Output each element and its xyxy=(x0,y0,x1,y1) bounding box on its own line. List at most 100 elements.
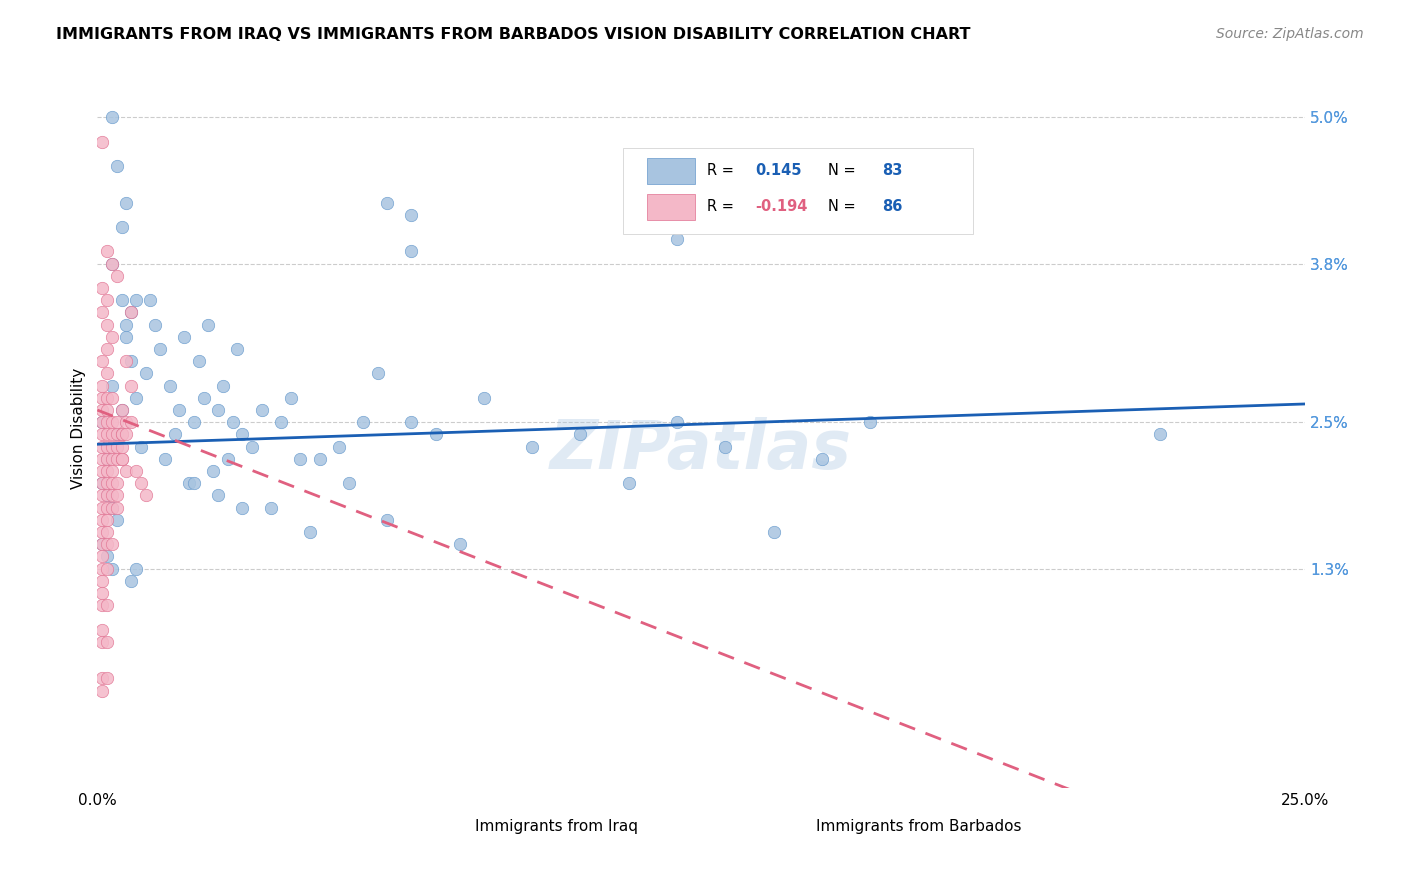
Point xyxy=(401,415,423,429)
Point xyxy=(105,500,128,515)
Point xyxy=(91,683,114,698)
Point xyxy=(91,403,114,417)
Point xyxy=(91,305,114,319)
Point xyxy=(96,318,118,332)
Text: 86: 86 xyxy=(883,199,903,214)
Point xyxy=(91,415,114,429)
Point xyxy=(207,403,229,417)
Point xyxy=(367,367,389,381)
Point xyxy=(202,464,225,478)
Point xyxy=(115,464,138,478)
Point xyxy=(105,513,128,527)
Point xyxy=(110,451,132,466)
Point xyxy=(193,391,215,405)
Point xyxy=(125,293,148,308)
Text: Immigrants from Barbados: Immigrants from Barbados xyxy=(815,820,1021,834)
Point xyxy=(179,476,201,491)
Point xyxy=(96,367,118,381)
Point xyxy=(91,537,114,551)
Point xyxy=(129,476,152,491)
Point xyxy=(449,537,471,551)
Point xyxy=(91,549,114,564)
Point xyxy=(352,415,374,429)
Point xyxy=(139,293,162,308)
Point xyxy=(96,293,118,308)
Point xyxy=(101,427,124,442)
Point xyxy=(101,500,124,515)
Point xyxy=(135,367,157,381)
Point xyxy=(91,599,114,613)
Point xyxy=(96,488,118,502)
Point xyxy=(250,403,273,417)
Point xyxy=(105,488,128,502)
Point xyxy=(105,415,128,429)
Text: R =: R = xyxy=(707,163,734,178)
Point xyxy=(110,220,132,235)
Point xyxy=(91,635,114,649)
Point xyxy=(375,513,398,527)
Point xyxy=(110,451,132,466)
Point xyxy=(110,403,132,417)
Point xyxy=(96,440,118,454)
Point xyxy=(96,549,118,564)
Point xyxy=(91,561,114,575)
Point xyxy=(401,244,423,259)
Point xyxy=(762,524,785,539)
Point xyxy=(125,464,148,478)
Point xyxy=(129,440,152,454)
Point xyxy=(91,354,114,368)
Point xyxy=(91,524,114,539)
Point xyxy=(96,488,118,502)
Point xyxy=(425,427,447,442)
FancyBboxPatch shape xyxy=(786,824,815,840)
Point xyxy=(163,427,186,442)
Point xyxy=(240,440,263,454)
Point xyxy=(401,208,423,222)
Point xyxy=(96,537,118,551)
Text: IMMIGRANTS FROM IRAQ VS IMMIGRANTS FROM BARBADOS VISION DISABILITY CORRELATION C: IMMIGRANTS FROM IRAQ VS IMMIGRANTS FROM … xyxy=(56,27,970,42)
Point xyxy=(110,427,132,442)
Point xyxy=(96,403,118,417)
Point xyxy=(96,561,118,575)
Point xyxy=(859,415,882,429)
Point xyxy=(290,451,312,466)
Point xyxy=(96,524,118,539)
Point xyxy=(96,464,118,478)
Point xyxy=(105,476,128,491)
Point xyxy=(101,111,124,125)
Point xyxy=(115,427,138,442)
Point xyxy=(472,391,495,405)
Point xyxy=(91,451,114,466)
Point xyxy=(101,330,124,344)
Point xyxy=(101,257,124,271)
Point xyxy=(110,403,132,417)
Point xyxy=(120,354,142,368)
Point xyxy=(120,415,142,429)
Text: N =: N = xyxy=(828,163,856,178)
Point xyxy=(520,440,543,454)
Point xyxy=(328,440,350,454)
Point xyxy=(115,330,138,344)
Point xyxy=(101,476,124,491)
Point xyxy=(115,195,138,210)
FancyBboxPatch shape xyxy=(647,159,695,184)
Point xyxy=(101,391,124,405)
Point xyxy=(101,378,124,392)
Point xyxy=(169,403,191,417)
Point xyxy=(666,232,689,246)
Point xyxy=(91,378,114,392)
Point xyxy=(226,342,249,356)
Point xyxy=(231,427,253,442)
Point xyxy=(91,415,114,429)
Point xyxy=(91,488,114,502)
Point xyxy=(101,257,124,271)
Text: N =: N = xyxy=(828,199,856,214)
Point xyxy=(120,305,142,319)
Point xyxy=(115,318,138,332)
Point xyxy=(280,391,302,405)
Point xyxy=(96,391,118,405)
Point xyxy=(91,135,114,149)
Point xyxy=(135,488,157,502)
Point xyxy=(217,451,239,466)
Point xyxy=(183,476,205,491)
